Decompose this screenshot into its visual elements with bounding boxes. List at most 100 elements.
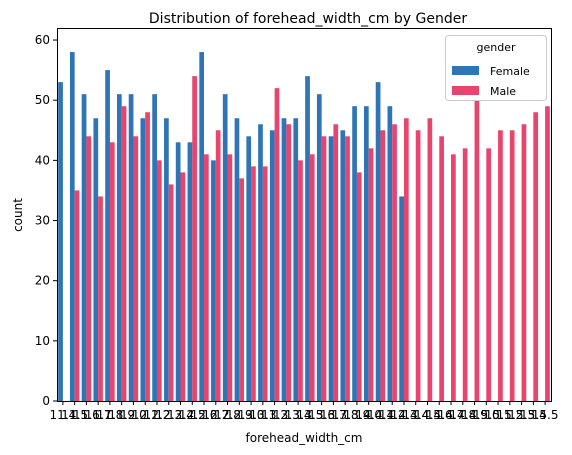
bar-female (269, 130, 275, 401)
x-tick-label: 14.0 (355, 408, 382, 422)
x-tick-label: 12.7 (202, 408, 229, 422)
bar-female (175, 142, 181, 401)
y-tick-label: 20 (35, 274, 50, 288)
x-tick-label: 12.5 (179, 408, 206, 422)
bar-female (281, 118, 287, 401)
bar-female (234, 118, 240, 401)
x-tick-label: 12.9 (226, 408, 253, 422)
bar-male (168, 184, 174, 401)
y-tick-label: 0 (42, 394, 50, 408)
bar-male (462, 148, 468, 401)
bar-female (105, 70, 110, 401)
x-tick-label: 11.4 (50, 408, 77, 422)
x-tick-label: 15.0 (473, 408, 500, 422)
x-tick-label: 13.6 (308, 408, 335, 422)
bar-female (128, 94, 134, 401)
x-tick-label: 13.7 (320, 408, 347, 422)
x-tick-label: 15.4 (520, 408, 547, 422)
x-tick-label: 13.5 (297, 408, 324, 422)
x-tick-label: 13.1 (249, 408, 276, 422)
bar-male (274, 88, 280, 402)
bar-male (403, 118, 409, 401)
bar-female (305, 76, 310, 402)
bar-female (399, 196, 404, 401)
x-tick-label: 13.3 (273, 408, 300, 422)
bar-female (140, 118, 146, 401)
x-tick-label: 11.8 (97, 408, 124, 422)
bar-male (533, 112, 539, 402)
bar-male (345, 136, 350, 401)
bar-female (375, 82, 381, 401)
bar-male (521, 124, 527, 402)
y-tick-label: 10 (35, 334, 50, 348)
bar-male (392, 124, 397, 402)
bar-male (498, 130, 503, 401)
x-tick-label: 14.8 (449, 408, 476, 422)
bar-male (109, 142, 115, 401)
x-axis: 11.411.511.611.711.811.912.012.112.212.3… (50, 401, 558, 422)
bar-male (427, 118, 433, 401)
x-tick-label: 14.6 (426, 408, 453, 422)
x-tick-label: 12.3 (155, 408, 182, 422)
bar-male (86, 136, 92, 401)
bar-male (309, 154, 315, 401)
bar-male (74, 190, 80, 401)
y-tick-label: 60 (35, 33, 50, 47)
legend-label-female: Female (490, 65, 530, 78)
x-tick-label: 15.3 (508, 408, 535, 422)
x-tick-label: 13.2 (261, 408, 288, 422)
bar-male (227, 154, 233, 401)
bar-female (152, 94, 157, 401)
legend-frame (445, 35, 547, 101)
bar-male (98, 196, 103, 401)
legend-label-male: Male (490, 85, 516, 98)
y-tick-label: 40 (35, 153, 50, 167)
bars-group (58, 52, 550, 402)
x-tick-label: 11.7 (85, 408, 112, 422)
bar-male (239, 178, 245, 401)
bar-female (293, 118, 299, 401)
y-axis: 0 10 20 30 40 50 60 (35, 33, 57, 408)
bar-female (93, 118, 99, 401)
bar-female (387, 106, 393, 401)
x-tick-label: 13.4 (285, 408, 312, 422)
legend-swatch-female (452, 66, 479, 75)
bar-male (368, 148, 374, 401)
x-tick-label: 11.6 (73, 408, 100, 422)
bar-female (340, 130, 346, 401)
x-tick-label: 14.9 (461, 408, 488, 422)
x-tick-label: 13.0 (238, 408, 265, 422)
y-tick-label: 50 (35, 93, 50, 107)
bar-male (545, 106, 550, 401)
x-tick-label: 12.2 (144, 408, 171, 422)
x-tick-label: 15.2 (496, 408, 523, 422)
bar-male (204, 154, 209, 401)
x-tick-label: 14.7 (438, 408, 465, 422)
bar-female (187, 142, 193, 401)
legend-swatch-male (452, 86, 479, 95)
x-tick-label: 14.2 (379, 408, 406, 422)
x-tick-label: 12.8 (214, 408, 241, 422)
bar-male (439, 136, 444, 401)
bar-male (486, 148, 492, 401)
chart-title: Distribution of forehead_width_cm by Gen… (149, 11, 467, 27)
bar-female (363, 106, 369, 401)
bar-female (222, 94, 228, 401)
bar-male (133, 136, 139, 401)
x-tick-label: 11.5 (61, 408, 88, 422)
y-tick-label: 30 (35, 214, 50, 228)
plot-frame (57, 28, 552, 402)
y-axis-label: count (11, 198, 25, 232)
legend: gender Female Male (445, 35, 547, 101)
bar-female (164, 118, 169, 401)
bar-male (156, 160, 162, 401)
legend-title: gender (477, 41, 516, 54)
bar-male (356, 172, 362, 401)
bar-male (262, 166, 268, 401)
bar-male (333, 124, 339, 402)
bar-female (116, 94, 122, 401)
x-tick-label: 14.3 (391, 408, 418, 422)
bar-male (380, 130, 386, 401)
bar-female (199, 52, 205, 402)
